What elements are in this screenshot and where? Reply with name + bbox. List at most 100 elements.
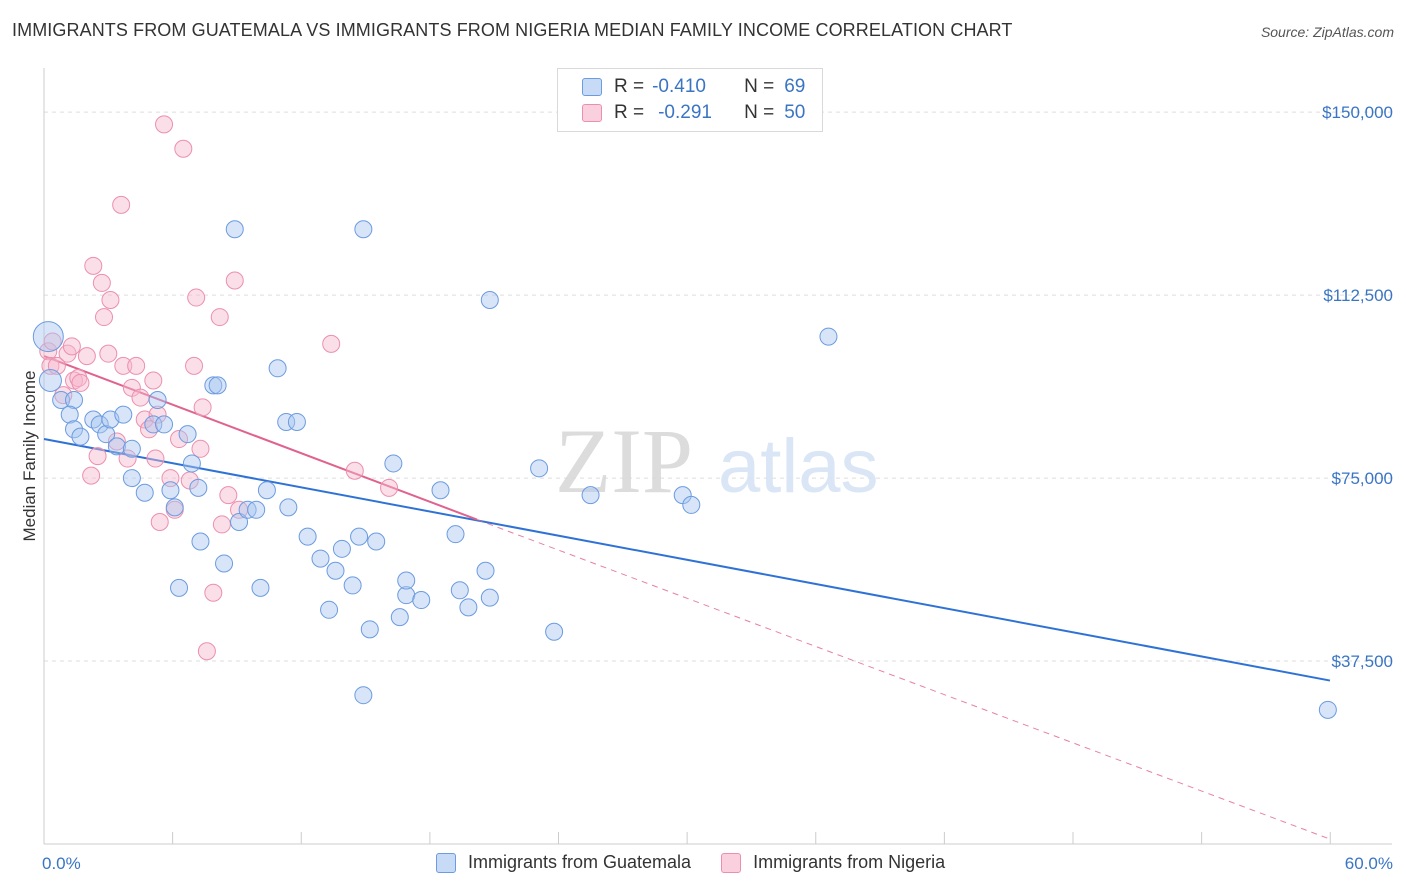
point-guatemala [581, 486, 600, 505]
series-legend: Immigrants from Guatemala Immigrants fro… [436, 852, 975, 873]
point-guatemala [65, 391, 84, 410]
point-nigeria [43, 332, 62, 351]
point-nigeria [88, 447, 107, 466]
legend-r-label: R = [614, 76, 645, 97]
point-guatemala [476, 561, 495, 580]
legend-row-guatemala: R = -0.410 N = 69 [582, 75, 805, 99]
point-guatemala [189, 478, 208, 497]
point-nigeria [146, 449, 165, 468]
point-nigeria [345, 461, 364, 480]
point-nigeria [144, 371, 163, 390]
point-nigeria [170, 430, 189, 449]
point-nigeria [193, 398, 212, 417]
legend-r-label: R = [614, 102, 645, 123]
x-axis-tick-labels: 0.0% 60.0% [42, 854, 1393, 873]
legend-label-guatemala: Immigrants from Guatemala [468, 852, 692, 872]
point-nigeria [99, 344, 118, 363]
point-guatemala [354, 220, 373, 239]
point-guatemala [230, 512, 249, 531]
point-guatemala [170, 578, 189, 597]
legend-r-value: -0.291 [658, 102, 712, 123]
point-guatemala [480, 290, 499, 309]
point-guatemala [97, 425, 116, 444]
point-nigeria [225, 271, 244, 290]
point-guatemala [38, 368, 62, 392]
point-guatemala [311, 549, 330, 568]
source-label: Source: ZipAtlas.com [1260, 24, 1394, 40]
point-guatemala [545, 622, 564, 641]
watermark: ZIP atlas [555, 410, 879, 512]
y-tick-label: $150,000 [1322, 103, 1393, 122]
point-guatemala [71, 427, 90, 446]
point-guatemala [178, 425, 197, 444]
chart-title: IMMIGRANTS FROM GUATEMALA VS IMMIGRANTS … [12, 20, 1013, 40]
legend-label-nigeria: Immigrants from Nigeria [753, 852, 946, 872]
point-guatemala [32, 321, 64, 353]
point-guatemala [60, 405, 79, 424]
point-guatemala [268, 359, 287, 378]
point-nigeria [185, 356, 204, 375]
trendline-nigeria-extension [476, 519, 1331, 840]
point-guatemala [350, 527, 369, 546]
point-nigeria [62, 337, 81, 356]
point-nigeria [71, 373, 90, 392]
trendlines [43, 355, 1331, 840]
point-guatemala [390, 608, 409, 627]
point-guatemala [384, 454, 403, 473]
legend-swatch-nigeria [582, 104, 602, 122]
y-axis-label: Median Family Income [20, 370, 39, 541]
point-guatemala [320, 600, 339, 619]
x-tick-label: 60.0% [1345, 854, 1393, 873]
point-guatemala [165, 498, 184, 517]
point-nigeria [204, 583, 223, 602]
point-guatemala [114, 405, 133, 424]
y-tick-label: $112,500 [1323, 286, 1393, 305]
legend-swatch-guatemala [436, 852, 456, 873]
point-guatemala [287, 412, 306, 431]
point-nigeria [92, 273, 111, 292]
point-nigeria [197, 642, 216, 661]
correlation-legend: R = -0.410 N = 69 R = -0.291 N = 50 [557, 68, 823, 132]
point-guatemala [298, 527, 317, 546]
point-nigeria [155, 115, 174, 134]
point-nigeria [112, 195, 131, 214]
point-guatemala [277, 412, 296, 431]
point-guatemala [446, 525, 465, 544]
point-guatemala [122, 469, 141, 488]
point-nigeria [219, 486, 238, 505]
point-nigeria [380, 478, 399, 497]
point-guatemala [530, 459, 549, 478]
point-guatemala [397, 571, 416, 590]
point-guatemala [412, 591, 431, 610]
trendline-guatemala [43, 438, 1331, 682]
point-nigeria [161, 469, 180, 488]
point-guatemala [204, 376, 223, 395]
legend-item-nigeria: Immigrants from Nigeria [721, 852, 945, 873]
legend-n-label: N = [744, 76, 775, 97]
legend-item-guatemala: Immigrants from Guatemala [436, 852, 691, 873]
point-nigeria [77, 347, 96, 366]
point-guatemala [326, 561, 345, 580]
point-guatemala [65, 420, 84, 439]
point-guatemala [247, 500, 266, 519]
point-nigeria [210, 308, 229, 327]
y-tick-label: $75,000 [1332, 469, 1393, 488]
legend-r-value: -0.410 [652, 76, 706, 97]
point-nigeria [114, 356, 133, 375]
point-guatemala [343, 576, 362, 595]
point-guatemala [52, 391, 71, 410]
point-guatemala [251, 578, 270, 597]
point-guatemala [450, 581, 469, 600]
point-nigeria [131, 388, 150, 407]
trendline-nigeria [43, 355, 478, 521]
point-guatemala [122, 439, 141, 458]
point-guatemala [90, 415, 109, 434]
point-guatemala [107, 437, 126, 456]
point-guatemala [208, 376, 227, 395]
legend-row-nigeria: R = -0.291 N = 50 [582, 101, 805, 125]
point-nigeria [322, 334, 341, 353]
x-tick-label: 0.0% [42, 854, 81, 873]
point-guatemala [161, 481, 180, 500]
point-nigeria [95, 308, 114, 327]
